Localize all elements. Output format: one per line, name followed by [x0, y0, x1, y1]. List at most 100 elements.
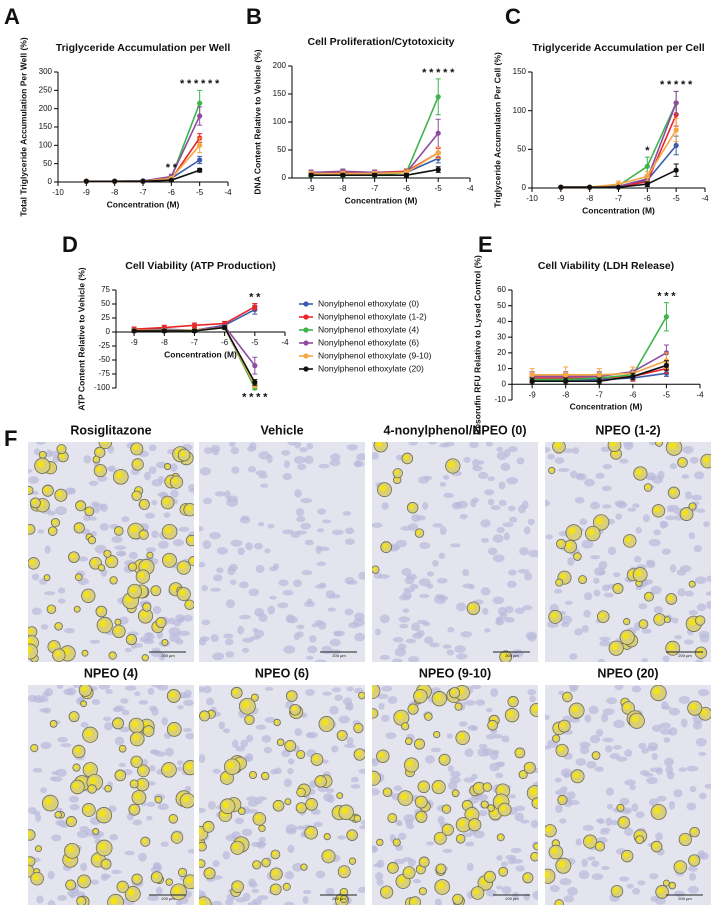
lipid-droplet [402, 723, 407, 728]
cell [682, 445, 694, 454]
cell [35, 813, 42, 822]
cell [443, 474, 450, 480]
cell [321, 519, 332, 524]
cell [294, 489, 302, 498]
x-tick-label: -5 [673, 194, 681, 203]
x-tick-label: -5 [435, 184, 443, 193]
lipid-droplet [593, 752, 598, 757]
cell [169, 633, 181, 643]
image-caption: NPEO (6) [255, 666, 309, 680]
cell [601, 485, 613, 492]
lipid-droplet [94, 457, 98, 461]
cell [659, 722, 671, 729]
lipid-droplet [554, 442, 561, 449]
cell [482, 747, 494, 756]
chart-title: Cell Viability (LDH Release) [538, 260, 674, 272]
significance-mark: * [657, 290, 662, 302]
y-tick-label: 20 [497, 348, 506, 357]
cell [661, 701, 669, 710]
lipid-droplet [679, 459, 684, 464]
significance-mark: * [201, 78, 206, 90]
cell [212, 652, 225, 661]
lipid-droplet [133, 875, 139, 881]
cell [473, 830, 485, 839]
cell [239, 581, 249, 589]
cell [459, 513, 468, 520]
cell [581, 858, 588, 868]
lipid-droplet [259, 826, 263, 830]
lipid-droplet [142, 838, 147, 843]
cell [622, 442, 634, 447]
lipid-droplet [52, 519, 57, 524]
cell [601, 866, 610, 871]
cell [524, 572, 533, 581]
significance-mark: * [674, 79, 679, 91]
cell [604, 745, 613, 753]
lipid-droplet [372, 710, 375, 715]
lipid-droplet [120, 746, 124, 750]
cell [330, 453, 341, 462]
cell [697, 849, 706, 859]
data-point [252, 363, 258, 369]
cell [260, 483, 269, 488]
lipid-droplet [76, 574, 80, 579]
lipid-droplet [129, 564, 134, 568]
cell [416, 619, 429, 625]
cell [703, 521, 710, 528]
cell [44, 545, 51, 554]
cell [649, 873, 659, 880]
lipid-droplet [44, 487, 50, 493]
cell [237, 547, 245, 556]
cell [629, 784, 636, 791]
cell [264, 548, 271, 554]
y-tick-label: 50 [517, 144, 526, 153]
cell [598, 560, 608, 570]
cell [40, 741, 52, 750]
lipid-droplet [144, 727, 150, 733]
cell [254, 629, 265, 638]
lipid-droplet [140, 531, 145, 536]
cell [450, 543, 461, 548]
cell [614, 685, 624, 691]
lipid-droplet [469, 604, 475, 610]
cell [527, 518, 535, 526]
cell [118, 616, 129, 625]
cell [209, 532, 221, 540]
cell [241, 828, 253, 837]
lipid-droplet [99, 842, 107, 850]
lipid-droplet [325, 834, 329, 838]
legend-swatch [303, 353, 309, 359]
panel-label: A [4, 4, 20, 29]
lipid-droplet [688, 618, 696, 626]
lipid-droplet [28, 487, 31, 492]
cell [83, 455, 92, 464]
lipid-droplet [285, 799, 289, 803]
significance-mark: * [664, 290, 669, 302]
cell [144, 512, 156, 519]
x-tick-label: -4 [696, 390, 704, 399]
cell [567, 556, 575, 566]
lipid-droplet [389, 864, 395, 870]
cell [655, 832, 663, 841]
lipid-droplet [529, 788, 537, 795]
cell [488, 547, 498, 556]
lipid-droplet [131, 781, 136, 785]
cell [562, 448, 574, 454]
lipid-droplet [489, 722, 494, 727]
lipid-droplet [470, 820, 477, 827]
cell [72, 685, 81, 689]
lipid-droplet [132, 444, 139, 451]
cell [334, 694, 343, 701]
significance-mark: * [645, 145, 650, 157]
cell [205, 697, 215, 706]
cell [600, 446, 611, 453]
data-point [161, 328, 167, 334]
lipid-droplet [32, 874, 39, 881]
cell [496, 446, 504, 452]
data-point [596, 378, 602, 384]
lipid-droplet [416, 530, 421, 535]
cell [346, 736, 354, 746]
lipid-droplet [114, 719, 120, 725]
lipid-droplet [338, 732, 344, 737]
lipid-droplet [48, 606, 53, 611]
